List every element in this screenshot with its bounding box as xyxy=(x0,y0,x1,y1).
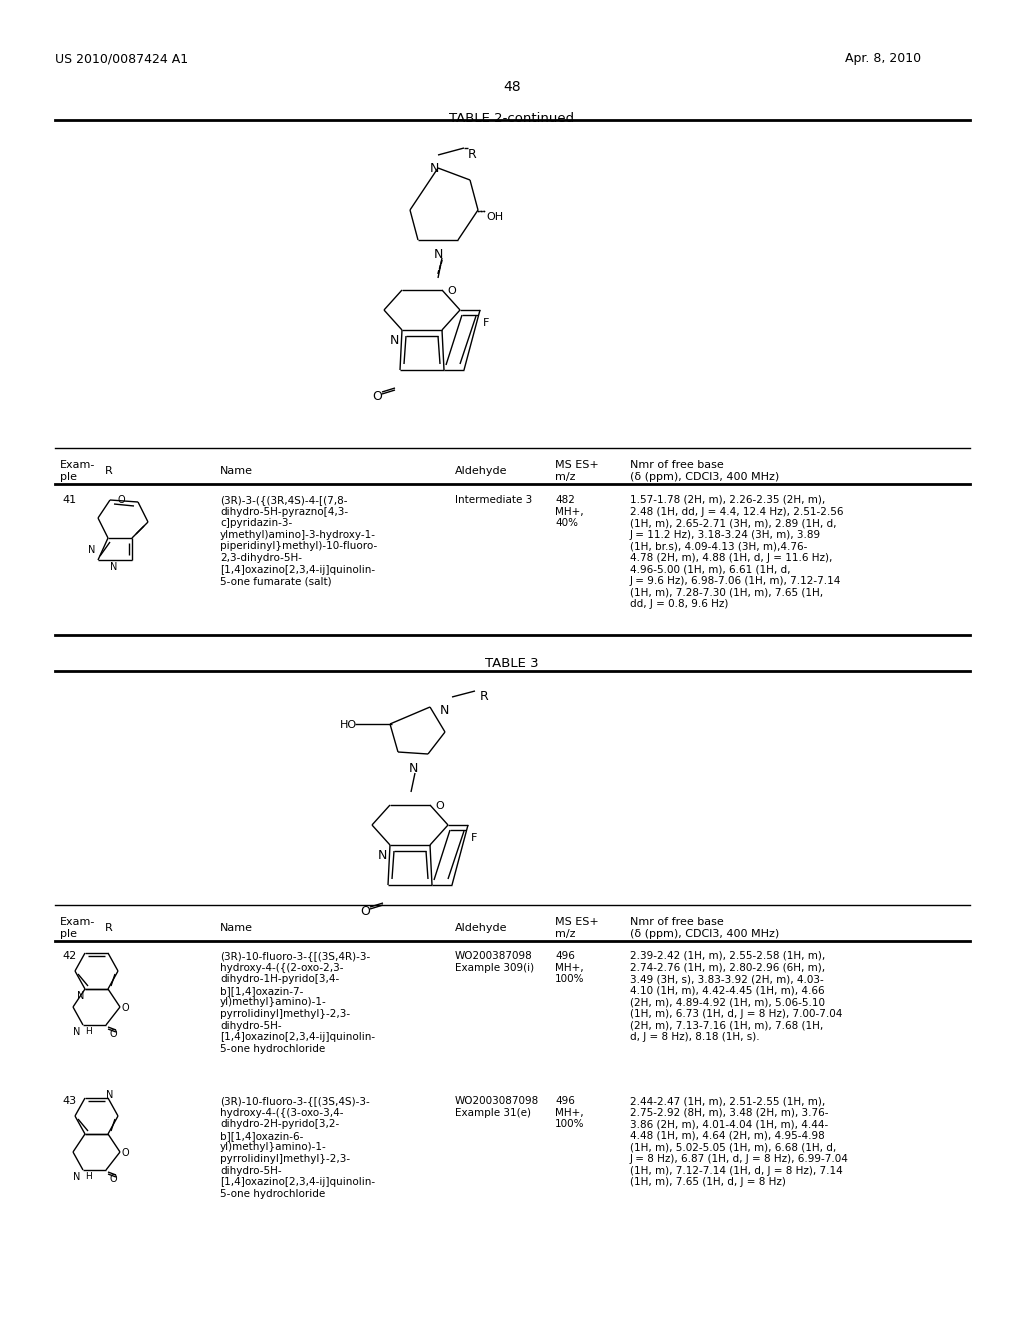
Text: Intermediate 3: Intermediate 3 xyxy=(455,495,532,506)
Text: H: H xyxy=(85,1172,92,1181)
Text: ple: ple xyxy=(60,929,77,939)
Text: O: O xyxy=(122,1148,130,1158)
Text: TABLE 2-continued: TABLE 2-continued xyxy=(450,112,574,125)
Text: Apr. 8, 2010: Apr. 8, 2010 xyxy=(845,51,922,65)
Text: Aldehyde: Aldehyde xyxy=(455,923,508,933)
Text: 496
MH+,
100%: 496 MH+, 100% xyxy=(555,950,585,985)
Text: N: N xyxy=(390,334,399,347)
Text: N: N xyxy=(77,991,84,1001)
Text: 496
MH+,
100%: 496 MH+, 100% xyxy=(555,1096,585,1129)
Text: Name: Name xyxy=(220,923,253,933)
Text: O: O xyxy=(109,1173,117,1184)
Text: (3R)-10-fluoro-3-{[(3S,4S)-3-
hydroxy-4-({(3-oxo-3,4-
dihydro-2H-pyrido[3,2-
b][: (3R)-10-fluoro-3-{[(3S,4S)-3- hydroxy-4-… xyxy=(220,1096,375,1199)
Text: H: H xyxy=(85,1027,92,1036)
Text: HO: HO xyxy=(340,719,357,730)
Text: US 2010/0087424 A1: US 2010/0087424 A1 xyxy=(55,51,188,65)
Text: 1.57-1.78 (2H, m), 2.26-2.35 (2H, m),
2.48 (1H, dd, J = 4.4, 12.4 Hz), 2.51-2.56: 1.57-1.78 (2H, m), 2.26-2.35 (2H, m), 2.… xyxy=(630,495,844,610)
Text: O: O xyxy=(372,389,382,403)
Text: O: O xyxy=(122,1003,130,1012)
Text: N: N xyxy=(430,162,439,176)
Text: 42: 42 xyxy=(62,950,76,961)
Text: R: R xyxy=(105,923,113,933)
Text: N: N xyxy=(106,1090,114,1100)
Text: MS ES+: MS ES+ xyxy=(555,459,599,470)
Text: Exam-: Exam- xyxy=(60,459,95,470)
Text: m/z: m/z xyxy=(555,929,575,939)
Text: N: N xyxy=(73,1172,80,1181)
Text: OH: OH xyxy=(486,213,503,222)
Text: 2.44-2.47 (1H, m), 2.51-2.55 (1H, m),
2.75-2.92 (8H, m), 3.48 (2H, m), 3.76-
3.8: 2.44-2.47 (1H, m), 2.51-2.55 (1H, m), 2.… xyxy=(630,1096,849,1187)
Text: m/z: m/z xyxy=(555,473,575,482)
Text: (3R)-3-({(3R,4S)-4-[(7,8-
dihydro-5H-pyrazno[4,3-
c]pyridazin-3-
ylmethyl)amino]: (3R)-3-({(3R,4S)-4-[(7,8- dihydro-5H-pyr… xyxy=(220,495,377,586)
Text: F: F xyxy=(483,318,489,327)
Text: (3R)-10-fluoro-3-{[(3S,4R)-3-
hydroxy-4-({(2-oxo-2,3-
dihydro-1H-pyrido[3,4-
b][: (3R)-10-fluoro-3-{[(3S,4R)-3- hydroxy-4-… xyxy=(220,950,375,1053)
Text: Nmr of free base: Nmr of free base xyxy=(630,459,724,470)
Text: 2.39-2.42 (1H, m), 2.55-2.58 (1H, m),
2.74-2.76 (1H, m), 2.80-2.96 (6H, m),
3.49: 2.39-2.42 (1H, m), 2.55-2.58 (1H, m), 2.… xyxy=(630,950,843,1043)
Text: N: N xyxy=(110,562,118,572)
Text: MS ES+: MS ES+ xyxy=(555,917,599,927)
Text: Exam-: Exam- xyxy=(60,917,95,927)
Text: N: N xyxy=(88,545,95,554)
Text: R: R xyxy=(480,690,488,704)
Text: (δ (ppm), CDCl3, 400 MHz): (δ (ppm), CDCl3, 400 MHz) xyxy=(630,929,779,939)
Text: R: R xyxy=(105,466,113,477)
Text: O: O xyxy=(360,906,370,917)
Text: Name: Name xyxy=(220,466,253,477)
Text: 48: 48 xyxy=(503,81,521,94)
Text: O: O xyxy=(447,286,456,296)
Text: R: R xyxy=(468,148,477,161)
Text: (δ (ppm), CDCl3, 400 MHz): (δ (ppm), CDCl3, 400 MHz) xyxy=(630,473,779,482)
Text: TABLE 3: TABLE 3 xyxy=(485,657,539,671)
Text: 482
MH+,
40%: 482 MH+, 40% xyxy=(555,495,584,528)
Text: N: N xyxy=(440,704,450,717)
Text: WO200387098
Example 309(i): WO200387098 Example 309(i) xyxy=(455,950,535,973)
Text: 43: 43 xyxy=(62,1096,76,1106)
Text: O: O xyxy=(109,1030,117,1039)
Text: O: O xyxy=(118,495,126,506)
Text: N: N xyxy=(409,762,419,775)
Text: ple: ple xyxy=(60,473,77,482)
Text: F: F xyxy=(471,833,477,843)
Text: Aldehyde: Aldehyde xyxy=(455,466,508,477)
Text: N: N xyxy=(73,1027,80,1038)
Text: O: O xyxy=(435,801,443,810)
Text: N: N xyxy=(378,849,387,862)
Text: 41: 41 xyxy=(62,495,76,506)
Text: Nmr of free base: Nmr of free base xyxy=(630,917,724,927)
Text: WO2003087098
Example 31(e): WO2003087098 Example 31(e) xyxy=(455,1096,540,1118)
Text: N: N xyxy=(434,248,443,261)
